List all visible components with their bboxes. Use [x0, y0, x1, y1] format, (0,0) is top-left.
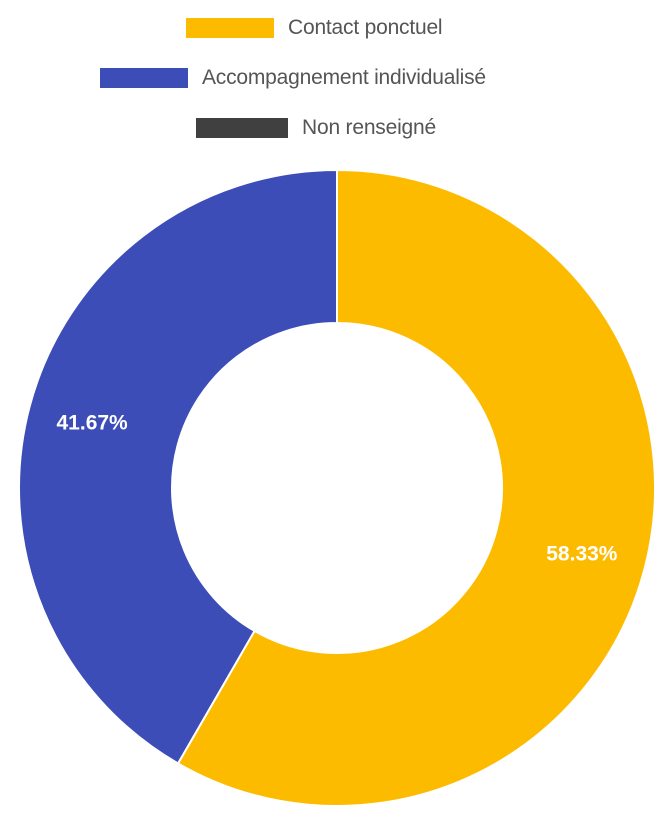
- legend-label-accompagnement-individualise: Accompagnement individualisé: [202, 66, 486, 89]
- chart-legend: Contact ponctuel Accompagnement individu…: [0, 0, 656, 160]
- legend-swatch-non-renseigne: [196, 118, 288, 138]
- legend-item-non-renseigne[interactable]: Non renseigné: [196, 113, 436, 143]
- legend-swatch-contact-ponctuel: [186, 18, 274, 38]
- legend-label-non-renseigne: Non renseigné: [302, 116, 436, 139]
- slice-contact-ponctuel[interactable]: [176, 168, 656, 807]
- legend-item-accompagnement-individualise[interactable]: Accompagnement individualisé: [100, 63, 486, 93]
- legend-swatch-accompagnement-individualise: [100, 68, 188, 88]
- slice-label-accompagnement-individualise: 41.67%: [57, 411, 129, 434]
- legend-item-contact-ponctuel[interactable]: Contact ponctuel: [186, 13, 443, 43]
- legend-label-contact-ponctuel: Contact ponctuel: [288, 16, 443, 39]
- slice-accompagnement-individualise[interactable]: [18, 168, 338, 765]
- slice-label-contact-ponctuel: 58.33%: [546, 543, 618, 566]
